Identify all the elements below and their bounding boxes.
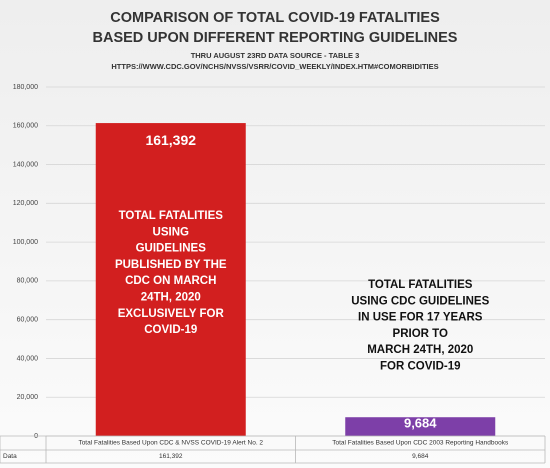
- annotation-line: COVID-19: [144, 324, 197, 336]
- annotation-line: EXCLUSIVELY FOR: [118, 308, 225, 320]
- x-tick-label: Total Fatalities Based Upon CDC & NVSS C…: [78, 440, 263, 447]
- chart-title: BASED UPON DIFFERENT REPORTING GUIDELINE…: [93, 30, 458, 46]
- annotation-line: IN USE FOR 17 YEARS: [358, 312, 483, 324]
- table-value: 9,684: [412, 453, 429, 460]
- annotation-line: TOTAL FATALITIES: [119, 210, 224, 222]
- annotation-line: MARCH 24TH, 2020: [367, 344, 473, 356]
- y-tick-label: 20,000: [17, 394, 39, 401]
- y-tick-label: 60,000: [17, 317, 39, 324]
- annotation-line: TOTAL FATALITIES: [368, 279, 473, 291]
- chart-title: COMPARISON OF TOTAL COVID-19 FATALITIES: [110, 10, 440, 26]
- annotation-line: PUBLISHED BY THE: [115, 259, 227, 271]
- y-tick-label: 100,000: [13, 239, 38, 246]
- annotation-line: PRIOR TO: [393, 328, 448, 340]
- annotation-line: CDC ON MARCH: [125, 275, 216, 287]
- bar: [95, 123, 246, 436]
- annotation: TOTAL FATALITIES USING GUIDELINES PUBLISHED…: [115, 210, 227, 336]
- annotation: TOTAL FATALITIES USING CDC GUIDELINES IN U…: [351, 279, 489, 373]
- value-label: 161,392: [145, 132, 196, 148]
- y-tick-label: 160,000: [13, 123, 38, 130]
- y-tick-label: 120,000: [13, 200, 38, 207]
- value-label: 9,684: [404, 416, 437, 431]
- annotation-line: USING: [153, 226, 189, 238]
- table-value: 161,392: [159, 453, 183, 460]
- y-tick-label: 80,000: [17, 278, 39, 285]
- table-row-label: Data: [3, 453, 17, 460]
- annotation-line: GUIDELINES: [136, 243, 207, 255]
- chart-subtitle: THRU AUGUST 23RD DATA SOURCE - TABLE 3: [191, 51, 360, 60]
- x-tick-label: Total Fatalities Based Upon CDC 2003 Rep…: [332, 440, 509, 447]
- y-tick-label: 40,000: [17, 355, 39, 362]
- annotation-line: FOR COVID-19: [380, 361, 461, 373]
- chart-subtitle: HTTPS://WWW.CDC.GOV/NCHS/NVSS/VSRR/COVID…: [111, 62, 438, 71]
- annotation-line: USING CDC GUIDELINES: [351, 295, 489, 307]
- annotation-line: 24TH, 2020: [141, 292, 201, 304]
- bar: [345, 417, 496, 436]
- y-tick-label: 180,000: [13, 84, 38, 91]
- y-tick-label: 140,000: [13, 161, 38, 168]
